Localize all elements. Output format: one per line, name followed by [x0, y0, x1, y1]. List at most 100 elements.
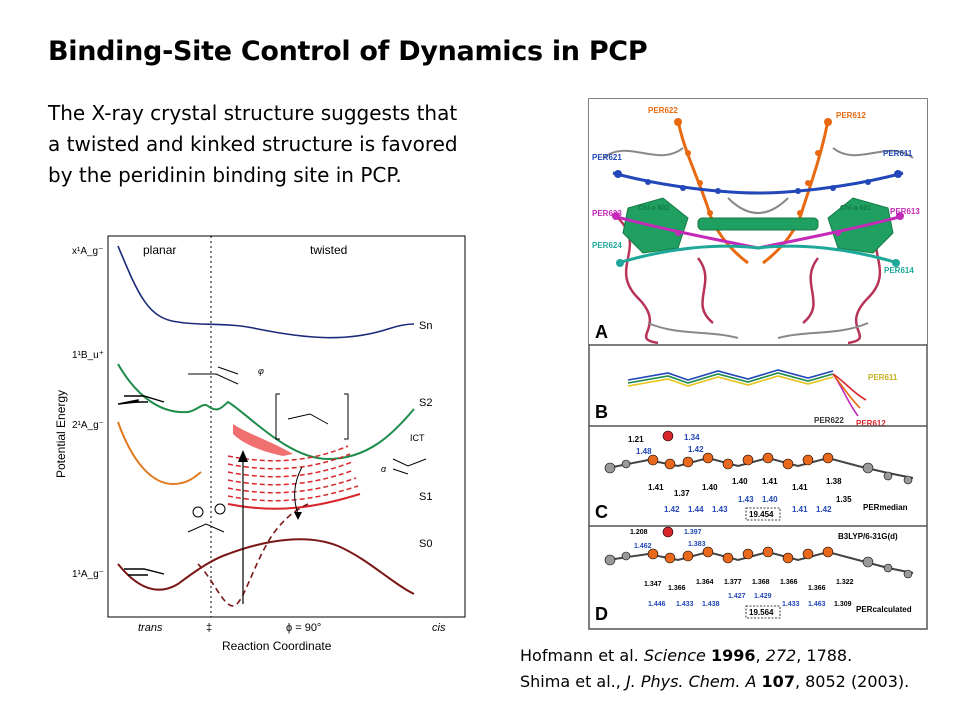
- panel-letter-c: C: [595, 502, 608, 522]
- d-bond-top-2: 1.397: [684, 529, 702, 536]
- x-axis-label: Reaction Coordinate: [222, 639, 332, 653]
- slide-body-text: The X-ray crystal structure suggests tha…: [48, 98, 518, 191]
- label-b-per622: PER622: [814, 416, 844, 425]
- ref2-authors: Shima et al.,: [520, 672, 621, 691]
- state-label-s1: S1: [419, 491, 432, 503]
- label-per622: PER622: [648, 106, 678, 115]
- c-bond-blue-7: 1.42: [816, 505, 832, 514]
- state-label-sn: Sn: [419, 320, 432, 332]
- d-bond-2: 1.366: [668, 585, 686, 592]
- region-label-planar: planar: [143, 243, 176, 257]
- state-label-xag: x¹A_g⁻: [72, 246, 103, 257]
- c-bond-top-2: 1.34: [684, 433, 700, 442]
- c-bond-1: 1.41: [648, 483, 664, 492]
- ref2-pages: 8052: [805, 672, 846, 691]
- s2-curve: [117, 363, 415, 461]
- c-bond-4: 1.40: [732, 477, 748, 486]
- c-bond-blue-2: 1.44: [688, 505, 704, 514]
- reference-2: Shima et al., J. Phys. Chem. A 107, 8052…: [520, 672, 910, 691]
- region-label-twisted: twisted: [310, 243, 347, 257]
- c-bond-blue-6: 1.41: [792, 505, 808, 514]
- panel-letter-a: A: [595, 322, 608, 342]
- d-bond-blue-2: 1.433: [676, 601, 694, 608]
- slide-title: Binding-Site Control of Dynamics in PCP: [48, 36, 648, 67]
- panel-a: PER622 PER612 PER621 PER611 PER623 PER61…: [589, 99, 927, 345]
- c-bond-top-1: 1.21: [628, 435, 644, 444]
- body-line-1: The X-ray crystal structure suggests tha…: [48, 101, 458, 125]
- label-per623: PER623: [592, 209, 622, 218]
- molecule-sketch-bracket: [275, 393, 349, 440]
- sn-curve: [117, 245, 415, 339]
- state-label-2ag: 2¹A_g⁻: [72, 420, 104, 431]
- panel-d: B3LYP/6-31G(d) 1.208 1.397 1.462 1.383 1…: [595, 526, 914, 624]
- d-bond-top-1: 1.208: [630, 529, 648, 536]
- label-b-per611: PER611: [868, 373, 898, 382]
- c-bond-5: 1.41: [762, 477, 778, 486]
- d-bond-5: 1.368: [752, 579, 770, 586]
- c-bond-blue-3: 1.43: [712, 505, 728, 514]
- label-per613: PER613: [890, 207, 920, 216]
- state-label-s0: S0: [419, 538, 432, 550]
- annotation-alpha: α: [381, 464, 387, 474]
- d-bond-blue-8: 1.309: [834, 601, 852, 608]
- c-bond-top-4: 1.42: [688, 445, 704, 454]
- label-chla-602: Chl-a 602: [638, 205, 669, 212]
- label-per611: PER611: [883, 149, 913, 158]
- d-bond-blue-1: 1.446: [648, 601, 666, 608]
- s0-curve: [117, 538, 415, 595]
- d-bond-8: 1.322: [836, 579, 854, 586]
- d-bond-blue-6: 1.433: [782, 601, 800, 608]
- d-bond-3: 1.364: [696, 579, 714, 586]
- c-bond-blue-1: 1.42: [664, 505, 680, 514]
- annotation-phi: φ: [258, 366, 264, 376]
- ref2-volume: 107: [761, 672, 795, 691]
- c-bond-blue-5: 1.40: [762, 495, 778, 504]
- body-line-2: a twisted and kinked structure is favore…: [48, 132, 458, 156]
- d-bond-blue-4: 1.427: [728, 593, 746, 600]
- references: Hofmann et al. Science 1996, 272, 1788. …: [520, 643, 909, 695]
- c-caption: PERmedian: [863, 503, 908, 512]
- label-per612: PER612: [836, 111, 866, 120]
- s0-dashed-well: [197, 503, 309, 607]
- d-bond-blue-5: 1.429: [754, 593, 772, 600]
- d-bond-6: 1.366: [780, 579, 798, 586]
- label-per614: PER614: [884, 266, 914, 275]
- state-label-s2: S2: [419, 397, 432, 409]
- wavepacket: [233, 424, 293, 456]
- d-bond-1: 1.347: [644, 581, 662, 588]
- d-length-label: 19.564: [749, 608, 774, 617]
- x-tick-phi90: ϕ = 90°: [286, 622, 321, 634]
- molecule-sketch-twist-1: [188, 366, 239, 385]
- panel-letter-d: D: [595, 604, 608, 624]
- c-bond-8: 1.35: [836, 495, 852, 504]
- d-method: B3LYP/6-31G(d): [838, 532, 898, 541]
- c-bond-top-3: 1.48: [636, 447, 652, 456]
- panel-b: PER611 PER622 PER612 B: [595, 369, 898, 428]
- c-bond-2: 1.37: [674, 489, 690, 498]
- annotation-ict: ICT: [410, 433, 425, 443]
- molecule-sketch-planar: [117, 395, 165, 405]
- structure-panels: PER622 PER612 PER621 PER611 PER623 PER61…: [588, 98, 928, 630]
- ref1-pages: 1788.: [806, 646, 853, 665]
- c-length-label: 19.454: [749, 510, 774, 519]
- ref1-volume: 272: [765, 646, 797, 665]
- d-bond-7: 1.366: [808, 585, 826, 592]
- molecule-sketch-ict: [392, 458, 427, 475]
- panel-letter-b: B: [595, 402, 608, 422]
- panel-c: 1.21 1.34 1.48 1.42 1.41 1.37 1.40 1.40 …: [595, 430, 914, 522]
- d-bond-blue-7: 1.463: [808, 601, 826, 608]
- label-per624: PER624: [592, 241, 622, 250]
- c-bond-blue-4: 1.43: [738, 495, 754, 504]
- molecule-sketch-ground: [124, 568, 165, 576]
- potential-energy-diagram: planar twisted Potential Energy x¹A_g⁻ 1…: [54, 235, 466, 653]
- label-b-per612: PER612: [856, 419, 886, 428]
- state-label-1ag: 1¹A_g⁻: [72, 569, 104, 580]
- body-line-3: by the peridinin binding site in PCP.: [48, 163, 402, 187]
- molecule-sketch-charge: [187, 503, 226, 533]
- reference-1: Hofmann et al. Science 1996, 272, 1788.: [520, 646, 853, 665]
- c-bond-3: 1.40: [702, 483, 718, 492]
- d-bond-4: 1.377: [724, 579, 742, 586]
- label-chla-601: Chl-a 601: [840, 205, 871, 212]
- ref2-year: (2003).: [850, 672, 910, 691]
- state-label-bu: 1¹B_u⁺: [72, 350, 104, 361]
